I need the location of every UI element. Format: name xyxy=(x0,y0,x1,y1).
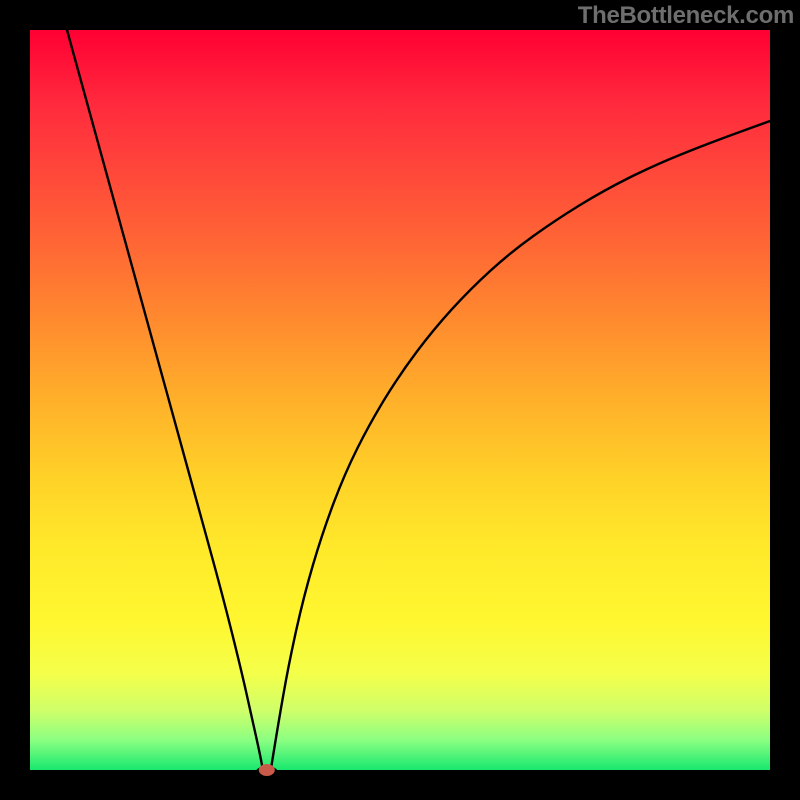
dip-marker xyxy=(259,764,275,776)
plot-background xyxy=(30,30,770,770)
chart-svg xyxy=(0,0,800,800)
watermark-text: TheBottleneck.com xyxy=(578,2,794,30)
chart-canvas: TheBottleneck.com xyxy=(0,0,800,800)
